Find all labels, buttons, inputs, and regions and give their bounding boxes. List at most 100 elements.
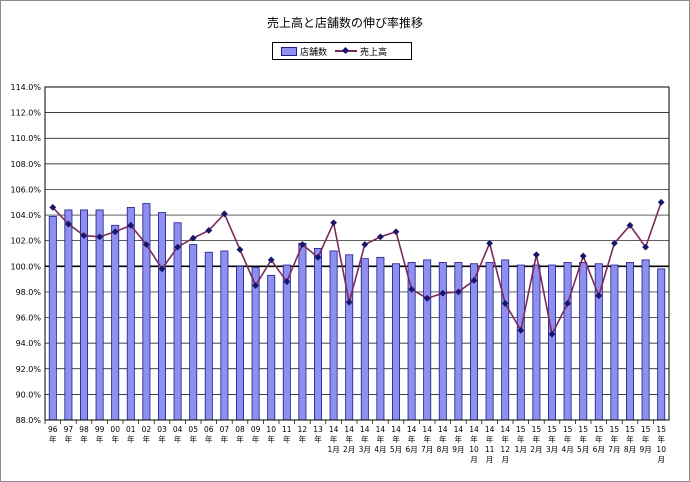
point-sales bbox=[517, 326, 525, 334]
bar-stores bbox=[158, 212, 166, 421]
y-tick-label: 106.0% bbox=[10, 185, 41, 194]
bar-stores bbox=[173, 222, 182, 421]
point-sales bbox=[65, 220, 72, 228]
x-tick-label: 96 年 bbox=[48, 425, 58, 444]
x-tick-label: 04 年 bbox=[173, 425, 183, 444]
bar-stores bbox=[48, 215, 57, 421]
point-sales bbox=[470, 276, 478, 284]
x-tick-label: 07 年 bbox=[220, 425, 230, 444]
point-sales bbox=[626, 221, 634, 229]
x-tick-label: 14 年 9月 bbox=[452, 425, 464, 454]
bar-stores bbox=[220, 250, 229, 421]
point-sales bbox=[392, 228, 400, 236]
legend-item-sales: 売上高 bbox=[335, 45, 387, 58]
x-tick-label: 00 年 bbox=[110, 425, 120, 444]
y-tick-label: 102.0% bbox=[10, 237, 41, 246]
point-sales bbox=[221, 210, 228, 218]
bar-stores bbox=[438, 262, 447, 421]
line-sales bbox=[52, 202, 662, 337]
x-tick-label: 15 年 10 月 bbox=[656, 425, 666, 464]
bar-stores bbox=[329, 250, 338, 421]
bar-stores bbox=[516, 264, 525, 421]
bar-stores bbox=[282, 264, 291, 421]
bar-stores bbox=[485, 262, 494, 421]
x-tick-label: 11 年 bbox=[282, 425, 292, 444]
x-tick-label: 15 年 9月 bbox=[639, 425, 651, 454]
bar-stores bbox=[298, 242, 307, 421]
x-tick-label: 14 年 3月 bbox=[359, 425, 371, 454]
bar-stores bbox=[142, 203, 151, 421]
x-tick-label: 14 年 2月 bbox=[343, 425, 355, 454]
x-tick-label: 14 年 5月 bbox=[390, 425, 402, 454]
bar-stores bbox=[64, 209, 73, 421]
x-tick-label: 08 年 bbox=[235, 425, 245, 444]
bar-stores bbox=[204, 251, 213, 421]
point-sales bbox=[533, 251, 540, 259]
legend-item-stores: 店舗数 bbox=[281, 45, 327, 58]
y-tick-label: 112.0% bbox=[10, 109, 41, 118]
x-tick-label: 15 年 8月 bbox=[624, 425, 636, 454]
bar-stores bbox=[345, 254, 354, 421]
y-tick-label: 98.0% bbox=[16, 288, 42, 297]
x-tick-label: 14 年 8月 bbox=[437, 425, 449, 454]
point-sales bbox=[501, 300, 509, 307]
point-sales bbox=[330, 219, 337, 227]
bar-stores bbox=[236, 265, 244, 421]
point-sales bbox=[158, 265, 166, 273]
point-sales bbox=[408, 285, 415, 293]
point-sales bbox=[564, 300, 571, 307]
y-tick-label: 88.0% bbox=[16, 416, 42, 425]
point-sales bbox=[439, 289, 447, 297]
point-sales bbox=[314, 253, 322, 261]
bar-stores bbox=[392, 263, 400, 421]
x-tick-label: 97 年 bbox=[64, 425, 74, 444]
bar-stores bbox=[251, 267, 260, 421]
legend-label-sales: 売上高 bbox=[360, 47, 388, 58]
point-sales bbox=[283, 278, 291, 286]
y-tick-label: 90.0% bbox=[16, 390, 42, 399]
x-tick-label: 15 年 4月 bbox=[561, 425, 573, 454]
point-sales bbox=[423, 294, 431, 302]
bar-stores bbox=[454, 262, 463, 421]
point-sales bbox=[267, 256, 275, 264]
x-tick-label: 02 年 bbox=[142, 425, 152, 444]
point-sales bbox=[642, 243, 649, 251]
legend-label-stores: 店舗数 bbox=[300, 47, 328, 58]
bar-stores bbox=[360, 258, 369, 421]
point-sales bbox=[486, 239, 493, 247]
bar-stores bbox=[501, 259, 510, 421]
x-tick-label: 14 年 4月 bbox=[374, 425, 386, 454]
point-sales bbox=[611, 239, 618, 247]
point-sales bbox=[236, 246, 244, 254]
bar-stores bbox=[470, 263, 478, 421]
bar-stores bbox=[610, 264, 619, 421]
bar-stores bbox=[267, 274, 276, 421]
x-tick-label: 15 年 7月 bbox=[608, 425, 620, 454]
x-tick-label: 09 年 bbox=[251, 425, 261, 444]
x-tick-label: 13 年 bbox=[313, 425, 323, 444]
bar-stores bbox=[548, 264, 556, 421]
bar-stores bbox=[563, 262, 572, 421]
bar-stores bbox=[80, 209, 88, 421]
bar-stores bbox=[579, 262, 588, 421]
x-tick-label: 14 年 7月 bbox=[421, 425, 433, 454]
x-tick-label: 14 年 11 月 bbox=[485, 425, 495, 464]
point-sales bbox=[595, 292, 603, 300]
point-sales bbox=[96, 233, 103, 241]
bar-stores bbox=[532, 264, 541, 421]
point-sales bbox=[49, 203, 57, 211]
x-tick-label: 15 年 1月 bbox=[515, 425, 527, 454]
x-tick-label: 15 年 5月 bbox=[577, 425, 589, 454]
x-tick-label: 98 年 bbox=[79, 425, 89, 444]
point-sales bbox=[579, 252, 587, 260]
point-sales bbox=[377, 233, 384, 241]
bar-stores bbox=[189, 244, 198, 421]
point-sales bbox=[174, 243, 181, 251]
point-sales bbox=[205, 227, 213, 234]
x-tick-label: 99 年 bbox=[95, 425, 105, 444]
x-tick-label: 14 年 6月 bbox=[405, 425, 417, 454]
point-sales bbox=[143, 241, 150, 248]
bar-stores bbox=[376, 256, 385, 421]
bar-stores bbox=[657, 268, 666, 421]
point-sales bbox=[455, 288, 462, 296]
